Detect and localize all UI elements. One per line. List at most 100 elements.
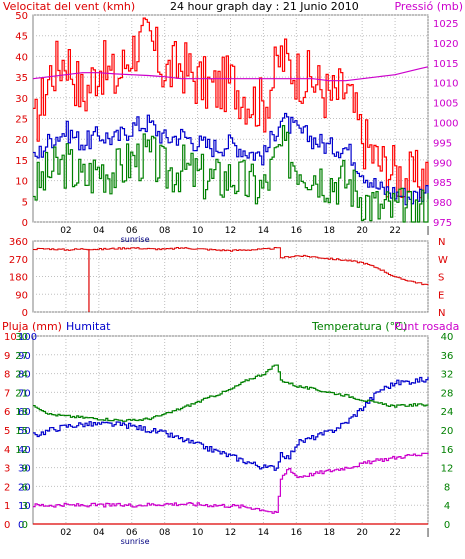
temp-right-tick-label: 0: [444, 520, 450, 531]
pressure-tick-label: 1000: [433, 118, 458, 129]
x-tick-label: |: [426, 226, 429, 236]
temp-left-tick-label: 12: [15, 445, 28, 456]
x-tick-label: 12: [225, 226, 236, 236]
direction-panel: [32, 240, 429, 313]
humidity-tick-label: 20: [18, 482, 31, 493]
x-tick-label: 06: [126, 528, 138, 538]
wind-tick-label: 10: [15, 177, 28, 188]
wind-tick-label: 25: [15, 115, 28, 126]
temp-left-tick-label: 18: [15, 407, 28, 418]
direction-tick-label: 90: [15, 290, 28, 301]
pressure-tick-label: 1020: [433, 39, 458, 50]
pressure-tick-label: 985: [433, 178, 452, 189]
temp-left-tick-label: 15: [15, 426, 28, 437]
wind-tick-label: 15: [15, 156, 28, 167]
pressure-tick-label: 1025: [433, 19, 458, 30]
compass-label: E: [438, 290, 444, 301]
rain-tick-label: 5: [4, 426, 10, 437]
wind-tick-label: 40: [15, 52, 28, 63]
humidity-tick-label: 40: [18, 445, 31, 456]
chart-title: 24 hour graph day : 21 Junio 2010: [170, 0, 359, 13]
x-tick-label: 10: [192, 226, 204, 236]
x-tick-label: 08: [159, 226, 171, 236]
pressure-tick-label: 990: [433, 158, 452, 169]
climate-series-temperature: [33, 364, 429, 422]
wind-tick-label: 35: [15, 73, 28, 84]
wind-series-mid: [33, 112, 429, 206]
temp-right-tick-label: 32: [441, 370, 454, 381]
x-tick-label: 12: [225, 528, 236, 538]
wind-axis-title: Velocitat del vent (kmh): [3, 0, 135, 13]
humidity-tick-label: 0: [18, 520, 24, 531]
humidity-tick-label: 30: [18, 464, 31, 475]
humidity-tick-label: 50: [18, 426, 31, 437]
x-tick-label: 04: [93, 528, 105, 538]
x-tick-label: 14: [258, 226, 270, 236]
x-tick-label: 04: [93, 226, 105, 236]
x-tick-label: 22: [389, 528, 400, 538]
humidity-tick-label: 100: [18, 332, 37, 343]
temp-right-tick-label: 24: [441, 407, 454, 418]
humidity-tick-label: 10: [18, 501, 31, 512]
pressure-tick-label: 980: [433, 198, 452, 209]
x-tick-label: 20: [356, 226, 368, 236]
x-tick-label: 06: [126, 226, 138, 236]
temp-left-tick-label: 9: [22, 464, 28, 475]
temp-right-tick-label: 16: [441, 445, 454, 456]
wind-tick-label: 20: [15, 135, 28, 146]
grid-layer: [33, 14, 429, 525]
humidity-tick-label: 60: [18, 407, 31, 418]
wind-series-gust: [33, 17, 429, 199]
wind-tick-label: 45: [15, 32, 28, 43]
compass-label: S: [438, 273, 444, 284]
sunrise-label: sunrise: [121, 537, 150, 546]
x-tick-label: 16: [291, 226, 303, 236]
wind-tick-label: 0: [22, 218, 28, 229]
temp-left-tick-label: 21: [15, 388, 28, 399]
rain-tick-label: 6: [4, 407, 10, 418]
wind-tick-label: 5: [22, 197, 28, 208]
wind-series-pressure: [32, 66, 429, 82]
compass-label: N: [438, 308, 445, 319]
direction-tick-label: 180: [9, 273, 28, 284]
humidity-axis-title: Humitat: [66, 320, 111, 333]
dewpoint-axis-title: Punt rosada: [394, 320, 459, 333]
pressure-axis-title: Pressió (mb): [394, 0, 463, 13]
temp-left-tick-label: 24: [15, 370, 28, 381]
rain-tick-label: 8: [4, 370, 10, 381]
humidity-tick-label: 80: [18, 370, 31, 381]
rain-tick-label: 4: [4, 445, 10, 456]
humidity-tick-label: 70: [18, 388, 31, 399]
wind-tick-label: 30: [15, 94, 28, 105]
x-tick-label: 20: [356, 528, 368, 538]
x-tick-label: 18: [324, 226, 336, 236]
temp-right-tick-label: 4: [444, 501, 450, 512]
rain-tick-label: 0: [4, 520, 10, 531]
wind-series-average: [33, 125, 429, 223]
wind-tick-label: 50: [15, 11, 28, 22]
label-layer: 0510152025303540455097598098599099510001…: [4, 11, 458, 546]
sunrise-label: sunrise: [121, 235, 150, 244]
rain-tick-label: 1: [4, 501, 10, 512]
compass-label: N: [438, 237, 445, 248]
rain-tick-label: 7: [4, 388, 10, 399]
climate-series-dewpoint: [33, 452, 429, 514]
x-tick-label: 22: [389, 226, 400, 236]
x-tick-label: 02: [60, 528, 71, 538]
x-tick-label: 16: [291, 528, 303, 538]
temp-left-tick-label: 0: [22, 520, 28, 531]
temp-left-tick-label: 30: [15, 332, 28, 343]
x-tick-label: 10: [192, 528, 204, 538]
rain-axis-title: Pluja (mm): [2, 320, 62, 333]
humidity-tick-label: 90: [18, 351, 31, 362]
temperature-axis-title: Temperatura (°C): [311, 320, 407, 333]
compass-label: W: [438, 255, 448, 266]
x-tick-label: 08: [159, 528, 171, 538]
series-layer: [32, 17, 429, 525]
temp-left-tick-label: 3: [22, 501, 28, 512]
x-tick-label: 14: [258, 528, 270, 538]
pressure-tick-label: 1010: [433, 79, 458, 90]
pressure-tick-label: 975: [433, 218, 452, 229]
x-tick-label: 18: [324, 528, 336, 538]
